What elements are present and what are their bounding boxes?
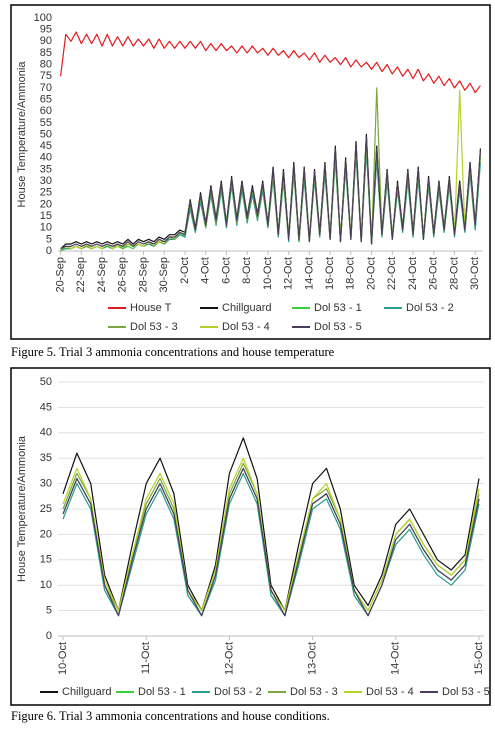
y-tick-label: 35 [40,452,52,464]
legend-label: Chillguard [222,302,272,314]
series-line [60,136,482,250]
x-tick-label: 12-Oct [283,257,295,290]
x-tick-label: 24-Oct [407,257,419,290]
y-tick-label: 5 [46,233,52,245]
x-tick-label: 2-Oct [179,257,191,284]
legend-label: Dol 53 - 4 [222,321,270,333]
legend-label: Dol 53 - 4 [366,686,414,698]
y-axis-label: House Temperature/Ammonia [16,435,28,582]
y-axis-label: House Temperature/Ammonia [16,61,28,208]
y-tick-label: 20 [40,528,52,540]
y-tick-label: 30 [40,478,52,490]
x-tick-label: 26-Oct [428,257,440,290]
x-tick-label: 30-Oct [469,257,481,290]
x-tick-label: 15-Oct [473,642,485,675]
x-tick-label: 30-Sep [158,257,170,292]
legend-label: Dol 53 - 5 [314,321,362,333]
x-tick-label: 11-Oct [140,642,152,674]
y-tick-label: 65 [40,93,52,105]
x-tick-label: 8-Oct [241,257,253,284]
y-tick-label: 0 [46,630,52,642]
y-tick-label: 70 [40,82,52,94]
series-line [62,467,480,617]
legend-label: Dol 53 - 3 [290,686,338,698]
y-tick-label: 90 [40,35,52,47]
series-line [59,31,481,94]
x-tick-label: 20-Oct [365,257,377,290]
legend-label: Dol 53 - 2 [406,302,454,314]
legend-label: Dol 53 - 1 [314,302,362,314]
x-tick-label: 22-Sep [75,257,87,292]
y-tick-label: 20 [40,198,52,210]
y-tick-label: 40 [40,427,52,439]
y-tick-label: 10 [40,579,52,591]
x-tick-label: 16-Oct [324,257,336,290]
y-tick-label: 0 [46,245,52,257]
legend-label: House T [130,302,172,314]
x-tick-label: 18-Oct [345,257,357,290]
x-tick-label: 28-Sep [137,257,149,292]
x-tick-label: 14-Oct [390,642,402,675]
x-tick-label: 26-Sep [117,257,129,292]
legend-label: Chillguard [62,686,112,698]
y-tick-label: 100 [34,12,52,24]
x-tick-label: 4-Oct [200,257,212,284]
y-tick-label: 95 [40,24,52,36]
x-tick-label: 10-Oct [57,642,69,675]
y-tick-label: 80 [40,59,52,71]
x-tick-label: 20-Sep [54,257,66,292]
x-tick-label: 14-Oct [303,257,315,290]
y-tick-label: 50 [40,128,52,140]
y-tick-label: 15 [40,210,52,222]
legend-label: Dol 53 - 1 [138,686,186,698]
y-tick-label: 15 [40,554,52,566]
y-tick-label: 40 [40,152,52,164]
figure-frame [10,4,491,340]
y-tick-label: 45 [40,140,52,152]
y-tick-label: 50 [40,376,52,388]
caption: Figure 5. Trial 3 ammonia concentrations… [11,345,335,359]
caption: Figure 6. Trial 3 ammonia concentrations… [11,709,330,723]
y-tick-label: 35 [40,163,52,175]
y-tick-label: 45 [40,401,52,413]
y-tick-label: 25 [40,187,52,199]
y-tick-label: 25 [40,503,52,515]
x-tick-label: 6-Oct [220,257,232,284]
x-tick-label: 13-Oct [307,642,319,675]
figure-frame [10,367,491,706]
y-tick-label: 60 [40,105,52,117]
legend-label: Dol 53 - 3 [130,321,178,333]
legend-label: Dol 53 - 5 [442,686,490,698]
x-tick-label: 22-Oct [386,257,398,290]
series-line [62,472,480,617]
x-tick-label: 10-Oct [262,257,274,290]
legend-label: Dol 53 - 2 [214,686,262,698]
y-tick-label: 30 [40,175,52,187]
x-tick-label: 24-Sep [96,257,108,292]
y-tick-label: 75 [40,70,52,82]
y-tick-label: 5 [46,605,52,617]
y-tick-label: 85 [40,47,52,59]
x-tick-label: 12-Oct [223,642,235,675]
series-line [62,437,480,612]
x-tick-label: 28-Oct [448,257,460,290]
y-tick-label: 55 [40,117,52,129]
y-tick-label: 10 [40,222,52,234]
